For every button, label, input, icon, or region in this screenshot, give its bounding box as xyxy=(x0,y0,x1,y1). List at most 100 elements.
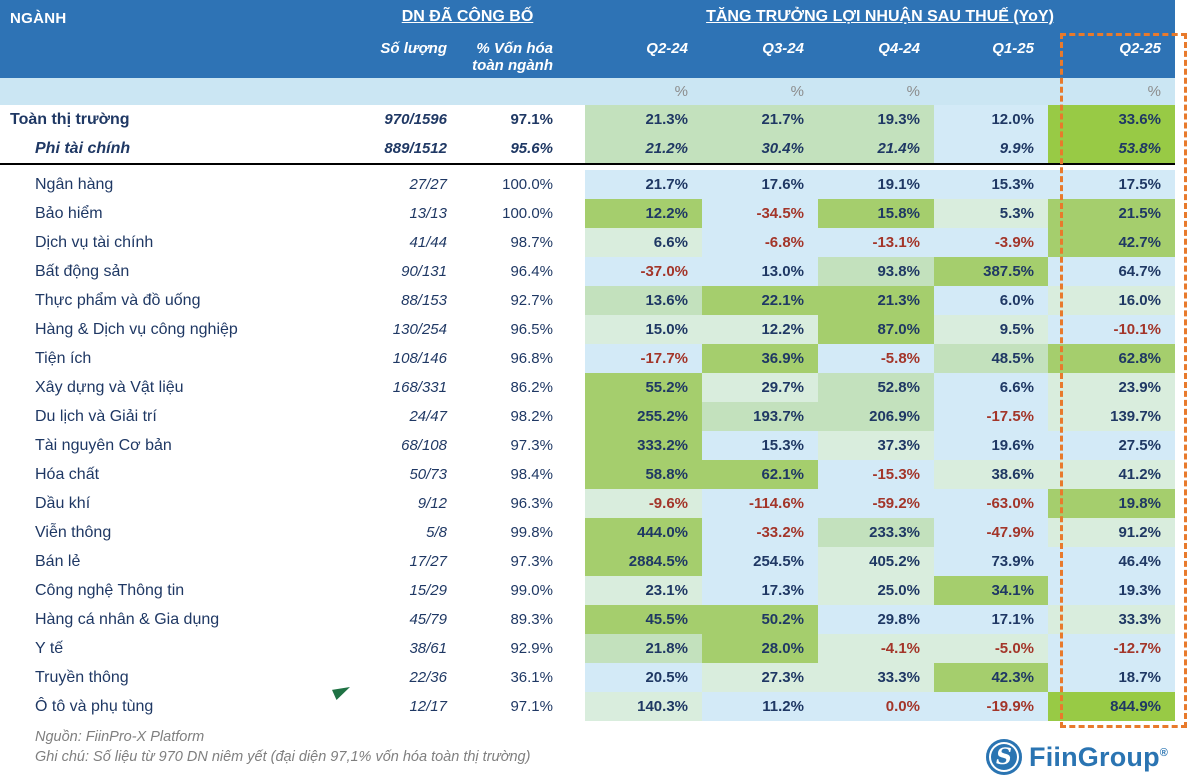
sector-growth-table: NGÀNH DN ĐÃ CÔNG BỐ Số lượng % Vốn hóa t… xyxy=(0,0,1175,721)
growth-cell: 6.6% xyxy=(934,373,1048,402)
growth-cell: 11.2% xyxy=(702,692,818,721)
growth-cell: 19.3% xyxy=(818,105,934,134)
fiingroup-logo-text: FiinGroup® xyxy=(1029,742,1168,773)
row-cap: 100.0% xyxy=(502,176,553,193)
growth-cell: 12.0% xyxy=(934,105,1048,134)
row-count: 22/36 xyxy=(409,669,447,686)
quarter-label: Q2-25 xyxy=(1119,40,1161,57)
table-row: Thực phẩm và đồ uống 88/153 92.7% 13.6% 22.1… xyxy=(0,286,1175,315)
growth-cell: 50.2% xyxy=(702,605,818,634)
growth-cell: -4.1% xyxy=(818,634,934,663)
growth-cell: 42.7% xyxy=(1048,228,1175,257)
growth-cell: 19.8% xyxy=(1048,489,1175,518)
row-label: Phi tài chính xyxy=(35,139,131,157)
table-row: Du lịch và Giải trí 24/47 98.2% 255.2% 193.7… xyxy=(0,402,1175,431)
row-label: Viễn thông xyxy=(35,523,112,541)
growth-cell: -19.9% xyxy=(934,692,1048,721)
growth-cell: 30.4% xyxy=(702,134,818,163)
growth-cell: -114.6% xyxy=(702,489,818,518)
row-cap: 98.4% xyxy=(510,466,553,483)
growth-cell: -47.9% xyxy=(934,518,1048,547)
row-cap: 98.2% xyxy=(510,408,553,425)
growth-cell: 73.9% xyxy=(934,547,1048,576)
row-cap: 95.6% xyxy=(510,140,553,157)
row-count: 45/79 xyxy=(409,611,447,628)
row-label: Dầu khí xyxy=(35,494,91,512)
growth-cell: 140.3% xyxy=(585,692,702,721)
growth-cell: -34.5% xyxy=(702,199,818,228)
row-count: 108/146 xyxy=(392,350,447,367)
growth-cell: 41.2% xyxy=(1048,460,1175,489)
cap-column-header: % Vốn hóa toàn ngành xyxy=(425,40,553,74)
growth-cell: 15.8% xyxy=(818,199,934,228)
growth-cell: 9.5% xyxy=(934,315,1048,344)
growth-cell: -17.7% xyxy=(585,344,702,373)
row-label: Du lịch và Giải trí xyxy=(35,407,157,425)
growth-cell: -12.7% xyxy=(1048,634,1175,663)
table-row: Hàng cá nhân & Gia dụng 45/79 89.3% 45.5% 50… xyxy=(0,605,1175,634)
table-row: Dịch vụ tài chính 41/44 98.7% 6.6% -6.8% -13.… xyxy=(0,228,1175,257)
table-row: Bán lẻ 17/27 97.3% 2884.5% 254.5% 405.2% 73.9%… xyxy=(0,547,1175,576)
growth-cell: 21.4% xyxy=(818,134,934,163)
growth-cell: 19.3% xyxy=(1048,576,1175,605)
row-count: 38/61 xyxy=(409,640,447,657)
growth-cell: 91.2% xyxy=(1048,518,1175,547)
growth-cell: -5.8% xyxy=(818,344,934,373)
unit-label: % xyxy=(906,83,920,100)
row-cap: 99.8% xyxy=(510,524,553,541)
growth-cell: -59.2% xyxy=(818,489,934,518)
table-row: Bảo hiểm 13/13 100.0% 12.2% -34.5% 15.8% 5.3% 2… xyxy=(0,199,1175,228)
row-count: 90/131 xyxy=(401,263,447,280)
row-cap: 97.1% xyxy=(510,698,553,715)
row-count: 17/27 xyxy=(409,553,447,570)
row-count: 41/44 xyxy=(409,234,447,251)
growth-cell: 36.9% xyxy=(702,344,818,373)
row-label: Toàn thị trường xyxy=(10,110,130,128)
growth-cell: 21.7% xyxy=(585,170,702,199)
growth-cell: -63.0% xyxy=(934,489,1048,518)
row-count: 27/27 xyxy=(409,176,447,193)
growth-cell: 21.3% xyxy=(585,105,702,134)
growth-cell: 87.0% xyxy=(818,315,934,344)
row-count: 24/47 xyxy=(409,408,447,425)
table-row: Xây dựng và Vật liệu 168/331 86.2% 55.2% 29.… xyxy=(0,373,1175,402)
row-count: 13/13 xyxy=(409,205,447,222)
growth-cell: 27.3% xyxy=(702,663,818,692)
row-label: Hàng & Dịch vụ công nghiệp xyxy=(35,320,238,338)
growth-cell: -17.5% xyxy=(934,402,1048,431)
growth-cell: 34.1% xyxy=(934,576,1048,605)
row-label: Thực phẩm và đồ uống xyxy=(35,291,201,309)
growth-cell: 29.7% xyxy=(702,373,818,402)
table-row: Viễn thông 5/8 99.8% 444.0% -33.2% 233.3% -47.… xyxy=(0,518,1175,547)
row-cap: 97.1% xyxy=(510,111,553,128)
growth-cell: 93.8% xyxy=(818,257,934,286)
growth-cell: 17.1% xyxy=(934,605,1048,634)
growth-cell: 27.5% xyxy=(1048,431,1175,460)
row-cap: 100.0% xyxy=(502,205,553,222)
row-cap: 92.7% xyxy=(510,292,553,309)
growth-cell: -6.8% xyxy=(702,228,818,257)
growth-cell: 33.6% xyxy=(1048,105,1175,134)
growth-cell: 16.0% xyxy=(1048,286,1175,315)
row-label: Truyền thông xyxy=(35,668,129,686)
growth-cell: 21.8% xyxy=(585,634,702,663)
row-cap: 99.0% xyxy=(510,582,553,599)
summary-rows: Toàn thị trường 970/1596 97.1% 21.3% 21.7% 19… xyxy=(0,105,1175,163)
growth-cell: 13.6% xyxy=(585,286,702,315)
table-row: Dầu khí 9/12 96.3% -9.6% -114.6% -59.2% -63.0%… xyxy=(0,489,1175,518)
growth-cell: 844.9% xyxy=(1048,692,1175,721)
growth-cell: 6.6% xyxy=(585,228,702,257)
table-row: Bất động sản 90/131 96.4% -37.0% 13.0% 93.8% 3… xyxy=(0,257,1175,286)
growth-cell: 23.9% xyxy=(1048,373,1175,402)
growth-cell: 21.7% xyxy=(702,105,818,134)
row-cap: 98.7% xyxy=(510,234,553,251)
table-row: Tiện ích 108/146 96.8% -17.7% 36.9% -5.8% 48.5… xyxy=(0,344,1175,373)
growth-cell: 193.7% xyxy=(702,402,818,431)
quarter-label: Q4-24 xyxy=(878,40,920,57)
quarter-label: Q3-24 xyxy=(762,40,804,57)
logo-word: FiinGroup xyxy=(1029,741,1160,772)
quarter-label: Q2-24 xyxy=(646,40,688,57)
growth-cell: -13.1% xyxy=(818,228,934,257)
row-label: Bán lẻ xyxy=(35,552,81,570)
row-label: Bảo hiểm xyxy=(35,204,103,222)
